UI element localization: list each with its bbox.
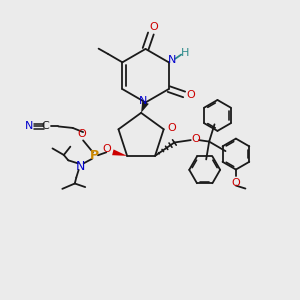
Text: O: O xyxy=(186,90,195,100)
Text: O: O xyxy=(102,144,111,154)
Text: O: O xyxy=(149,22,158,32)
Text: N: N xyxy=(76,160,85,173)
Polygon shape xyxy=(141,101,149,113)
Text: N: N xyxy=(25,122,33,131)
Text: O: O xyxy=(168,123,176,133)
Text: O: O xyxy=(232,178,240,188)
Text: C: C xyxy=(42,122,50,131)
Text: H: H xyxy=(181,48,189,58)
Text: N: N xyxy=(138,96,147,106)
Polygon shape xyxy=(112,149,127,156)
Text: P: P xyxy=(90,149,99,162)
Text: N: N xyxy=(168,55,176,65)
Text: O: O xyxy=(77,130,86,140)
Text: O: O xyxy=(192,134,200,144)
